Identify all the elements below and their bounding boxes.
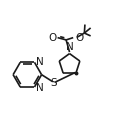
Text: N: N <box>35 57 43 67</box>
Text: O: O <box>48 33 56 43</box>
Text: S: S <box>50 78 57 88</box>
Text: N: N <box>35 83 43 93</box>
Text: O: O <box>75 33 83 43</box>
Text: N: N <box>65 42 73 52</box>
